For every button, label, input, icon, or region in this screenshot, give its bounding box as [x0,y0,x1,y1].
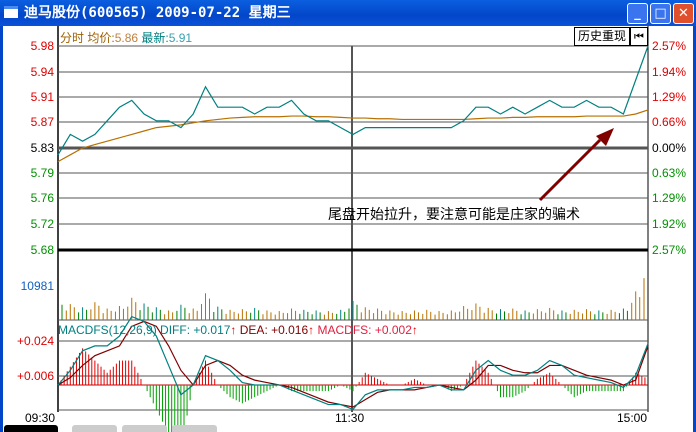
minimize-button[interactable]: _ [627,3,648,24]
chart-header: 分时 均价:5.86 最新:5.91 [60,29,192,46]
percent-tick-label: 1.29% [652,90,686,104]
macd-legend: MACDFS(12,26,9) DIFF: +0.017↑ DEA: +0.01… [58,323,418,337]
time-tick-label: 09:30 [25,411,55,425]
percent-tick-label: 0.63% [652,166,686,180]
price-tick-label: 5.68 [31,243,55,257]
price-tick-label: 5.72 [31,217,55,231]
macd-tick-label: +0.006 [17,369,54,383]
volume-tick-label: 10981 [21,279,55,293]
dea-label: DEA: +0.016 [239,323,309,337]
macdfs-label: MACDFS: +0.002 [317,323,412,337]
price-tick-label: 5.94 [31,65,55,79]
window-border-left [0,26,3,432]
price-tick-label: 5.79 [31,166,55,180]
title-bar: 迪马股份(600565) 2009-07-22 星期三 _ □ ✕ [0,0,696,26]
percent-tick-label: 0.00% [652,141,686,155]
maximize-button[interactable]: □ [650,3,671,24]
app-icon [4,6,18,18]
price-tick-label: 5.87 [31,115,55,129]
percent-tick-label: 1.29% [652,191,686,205]
mode-label: 分时 [60,31,85,45]
time-tick-label: 11:30 [335,411,364,425]
annotation-arrow [538,138,602,202]
window-border-right [693,26,696,432]
history-replay-button[interactable]: 历史重现 [574,27,630,46]
last-value: 5.91 [168,31,193,45]
time-tick-label: 15:00 [617,411,647,425]
annotation-text: 尾盘开始拉升，要注意可能是庄家的骗术 [328,206,580,222]
tab-2[interactable] [72,425,117,432]
price-line [57,45,649,156]
diff-line [57,315,649,411]
avg-value: 5.86 [114,31,139,45]
percent-tick-label: 1.94% [652,65,686,79]
dea-line [57,320,649,408]
price-tick-label: 5.83 [31,141,55,155]
last-label: 最新: [141,31,169,45]
price-tick-label: 5.91 [31,90,55,104]
window-title: 迪马股份(600565) 2009-07-22 星期三 [24,5,291,21]
percent-tick-label: 1.92% [652,217,686,231]
avg-price-line [57,109,649,163]
price-tick-label: 5.76 [31,191,55,205]
diff-label: DIFF: +0.017 [160,323,231,337]
macd-title: MACDFS(12,26,9) [58,323,157,337]
skip-back-icon[interactable]: ⏮ [630,27,648,46]
percent-tick-label: 2.57% [652,39,686,53]
close-button[interactable]: ✕ [673,3,694,24]
tab-4[interactable] [172,425,217,432]
tab-1[interactable] [4,425,58,432]
tab-3[interactable] [122,425,167,432]
price-tick-label: 5.98 [31,39,55,53]
avg-label: 均价: [87,31,115,45]
macd-tick-label: +0.024 [17,334,54,348]
annotation-arrowhead [596,128,614,146]
percent-tick-label: 0.66% [652,115,686,129]
percent-tick-label: 2.57% [652,243,686,257]
